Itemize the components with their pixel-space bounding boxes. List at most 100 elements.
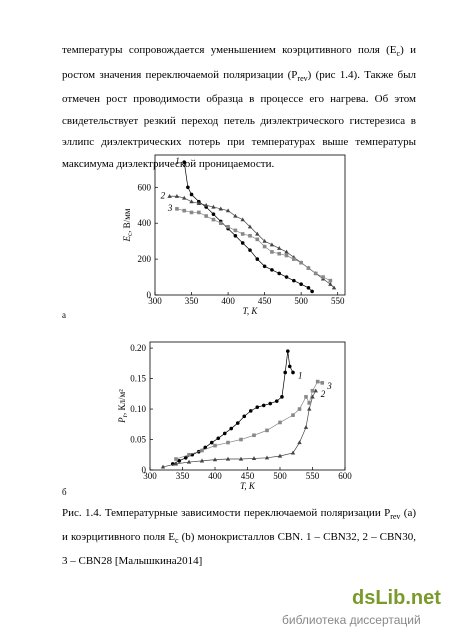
marker xyxy=(225,456,231,461)
marker xyxy=(213,443,217,448)
marker xyxy=(248,409,253,413)
marker xyxy=(277,251,282,256)
marker xyxy=(283,370,288,375)
y-axis-label-subscript: r xyxy=(121,414,129,417)
caption-subscript: rev xyxy=(390,512,401,522)
marker xyxy=(174,457,178,461)
y-tick-label: 0.20 xyxy=(130,343,146,353)
x-tick-label: 550 xyxy=(331,296,345,306)
marker xyxy=(261,403,266,408)
marker xyxy=(216,436,221,441)
marker xyxy=(182,195,187,200)
y-tick-label: 0 xyxy=(142,465,147,475)
marker xyxy=(306,286,311,290)
marker xyxy=(211,217,216,222)
marker xyxy=(247,224,253,229)
y-tick-label: 400 xyxy=(138,218,152,228)
x-tick-label: 550 xyxy=(306,471,320,481)
marker xyxy=(233,213,238,218)
series-line xyxy=(169,195,335,289)
marker xyxy=(262,238,267,243)
series-label: 3 xyxy=(326,381,332,391)
marker xyxy=(240,241,245,245)
marker xyxy=(199,458,205,463)
marker xyxy=(240,232,245,236)
y-axis-label-text: , В/мм xyxy=(122,208,132,233)
paragraph-text: ) (рис 1.4). Также был отмечен рост пров… xyxy=(62,68,417,170)
marker xyxy=(196,201,202,206)
y-tick-label: 0 xyxy=(147,290,152,300)
x-tick-label: 400 xyxy=(208,471,222,481)
marker xyxy=(313,388,318,393)
marker xyxy=(315,379,320,384)
marker xyxy=(328,278,333,283)
marker xyxy=(242,414,247,419)
marker xyxy=(291,413,295,417)
marker xyxy=(284,275,289,279)
marker xyxy=(211,204,216,209)
marker xyxy=(270,250,274,254)
paragraph-subscript: c xyxy=(396,49,401,59)
marker xyxy=(321,275,325,279)
plot-frame xyxy=(154,154,346,296)
series-line xyxy=(175,381,323,460)
x-tick-label: 400 xyxy=(221,296,235,306)
marker xyxy=(277,453,283,458)
marker xyxy=(203,445,208,450)
marker xyxy=(240,217,245,222)
marker xyxy=(218,206,223,211)
marker xyxy=(173,461,179,466)
marker xyxy=(255,237,260,242)
y-tick-label: 0.15 xyxy=(130,374,146,384)
y-tick-label: 0.10 xyxy=(130,404,146,414)
paragraph-text: температуры сопровождается уменьшением к… xyxy=(62,44,397,56)
watermark-subtitle: библиотека диссертаций xyxy=(282,613,421,627)
marker xyxy=(167,193,172,198)
marker xyxy=(238,456,244,461)
marker xyxy=(218,221,223,226)
marker xyxy=(320,381,325,385)
series-label: 1 xyxy=(175,156,180,166)
marker xyxy=(278,420,282,425)
y-axis-label: Pr, Кл/м² xyxy=(117,389,129,424)
marker xyxy=(252,433,256,438)
marker xyxy=(186,459,192,464)
marker xyxy=(297,407,302,411)
marker xyxy=(270,268,274,272)
marker xyxy=(183,456,188,460)
marker xyxy=(251,456,257,461)
marker xyxy=(297,440,302,445)
marker xyxy=(255,231,260,236)
marker xyxy=(307,406,312,411)
y-axis-label-text: E xyxy=(122,236,132,243)
marker xyxy=(204,214,208,218)
marker xyxy=(182,160,187,164)
marker xyxy=(310,394,315,399)
caption-text: (a) и коэрцитивного поля E xyxy=(62,507,417,544)
series-line xyxy=(162,390,317,468)
marker xyxy=(277,271,282,276)
marker xyxy=(248,233,252,238)
marker xyxy=(160,464,166,469)
marker xyxy=(262,264,267,269)
caption-text: (b) монокристаллов CBN. 1 – CBN32, 2 – C… xyxy=(62,531,416,568)
marker xyxy=(203,202,209,207)
x-tick-label: 350 xyxy=(176,471,190,481)
x-tick-label: 450 xyxy=(258,296,272,306)
marker xyxy=(226,440,230,445)
marker xyxy=(292,257,296,261)
marker xyxy=(248,248,252,252)
marker xyxy=(189,192,194,197)
marker xyxy=(310,388,315,393)
marker xyxy=(304,395,308,399)
marker xyxy=(225,208,231,213)
x-tick-label: 500 xyxy=(273,471,287,481)
marker xyxy=(212,457,218,462)
marker xyxy=(284,253,289,258)
marker xyxy=(255,257,260,261)
marker xyxy=(186,185,190,190)
marker xyxy=(269,242,275,247)
marker xyxy=(299,282,303,287)
